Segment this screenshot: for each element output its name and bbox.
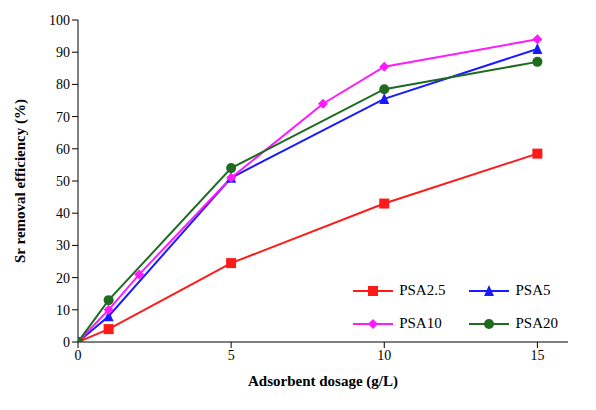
svg-text:15: 15 xyxy=(530,348,544,363)
svg-text:0: 0 xyxy=(63,335,70,350)
svg-text:Sr removal efficiency (%): Sr removal efficiency (%) xyxy=(12,99,29,263)
svg-text:10: 10 xyxy=(56,303,70,318)
svg-text:90: 90 xyxy=(56,45,70,60)
svg-text:Adsorbent dosage (g/L): Adsorbent dosage (g/L) xyxy=(248,373,398,390)
html-text:PSA2.5: PSA2.5 xyxy=(399,282,446,298)
svg-text:100: 100 xyxy=(49,13,70,28)
svg-text:5: 5 xyxy=(228,348,235,363)
svg-text:40: 40 xyxy=(56,206,70,221)
svg-text:60: 60 xyxy=(56,142,70,157)
svg-text:0: 0 xyxy=(75,348,82,363)
svg-text:20: 20 xyxy=(56,271,70,286)
svg-text:50: 50 xyxy=(56,174,70,189)
svg-text:10: 10 xyxy=(377,348,391,363)
html-text:PSA5: PSA5 xyxy=(515,282,551,298)
svg-text:70: 70 xyxy=(56,110,70,125)
html-text:PSA10: PSA10 xyxy=(399,315,442,331)
html-text:PSA20: PSA20 xyxy=(515,315,558,331)
svg-text:80: 80 xyxy=(56,77,70,92)
svg-text:30: 30 xyxy=(56,238,70,253)
